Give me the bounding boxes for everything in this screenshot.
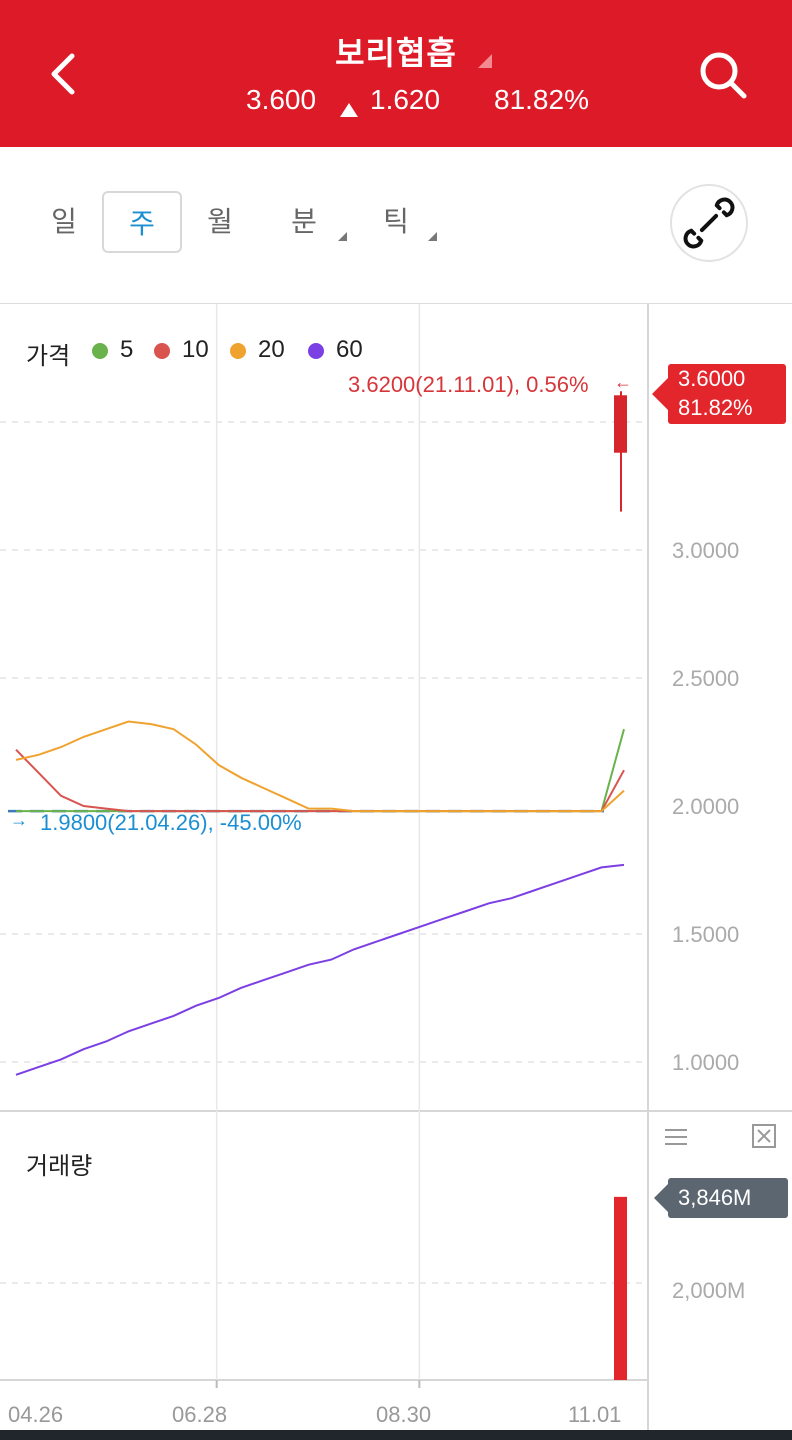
tab-week[interactable]: 주 [102, 191, 182, 253]
y-tick-label: 2.5000 [672, 666, 740, 691]
low-annotation: 1.9800(21.04.26), -45.00% [40, 810, 302, 835]
tab-tick[interactable]: 틱 [383, 205, 409, 238]
legend-dot [308, 343, 324, 359]
back-button[interactable] [36, 46, 92, 102]
volume-bar [614, 1196, 627, 1380]
caret-icon [428, 232, 437, 241]
chart-settings-button[interactable] [670, 184, 748, 262]
volume-tag: 3,846M [654, 1178, 788, 1218]
y-tick-label: 3.0000 [672, 538, 740, 563]
caret-icon[interactable] [478, 54, 492, 68]
change-rate: 81.82% [494, 84, 589, 115]
quote-row: 3.600 1.620 81.82% [0, 84, 792, 120]
x-tick-label: 11.01 [568, 1402, 622, 1427]
chevron-left-icon [51, 53, 75, 95]
volume-title: 거래량 [26, 1152, 93, 1180]
volume-tick-label: 2,000M [672, 1278, 746, 1303]
arrow-left-icon: ← [614, 372, 632, 392]
up-arrow-icon [340, 92, 358, 117]
chart-area[interactable] [0, 303, 792, 1431]
legend-ma20: 20 [258, 336, 285, 363]
caret-icon [338, 232, 347, 241]
candle-body [614, 395, 627, 453]
ma10-line [15, 749, 625, 813]
legend-dot [92, 343, 108, 359]
wrench-icon [683, 197, 735, 249]
tab-day[interactable]: 일 [51, 205, 77, 238]
search-icon [700, 52, 747, 99]
legend-ma60: 60 [336, 336, 363, 363]
bottom-scrollbar[interactable] [0, 1430, 792, 1440]
legend-dot [230, 343, 246, 359]
price-change: 1.620 [370, 84, 441, 115]
menu-icon[interactable] [664, 1127, 688, 1147]
legend-price-label: 가격 [26, 342, 71, 370]
legend-ma10: 10 [182, 336, 209, 363]
app-header: 보리협흡 3.600 1.620 81.82% [0, 0, 792, 147]
x-tick-label: 06.28 [172, 1402, 228, 1427]
stock-name[interactable]: 보리협흡 [335, 34, 457, 72]
ma20-line [15, 720, 625, 813]
search-button[interactable] [692, 44, 754, 106]
x-tick-label: 08.30 [376, 1402, 432, 1427]
y-tick-label: 1.5000 [672, 922, 740, 947]
period-selector: 일 주 월 분 틱 [0, 147, 792, 303]
legend-ma5: 5 [120, 336, 134, 363]
current-price: 3.600 [246, 84, 317, 115]
tab-month[interactable]: 월 [207, 205, 233, 238]
y-tick-label: 1.0000 [672, 1050, 740, 1075]
y-tick-label: 2.0000 [672, 794, 740, 819]
price-tag-value: 3.6000 [678, 366, 746, 391]
price-tag-rate: 81.82% [678, 395, 753, 420]
close-icon[interactable] [752, 1124, 776, 1148]
x-tick-label: 04.26 [8, 1402, 64, 1427]
high-annotation: 3.6200(21.11.01), 0.56% [348, 372, 589, 397]
ma5-line [16, 728, 625, 813]
current-price-tag: 3.6000 81.82% [652, 364, 786, 424]
arrow-right-icon: → [10, 810, 28, 830]
legend-dot [154, 343, 170, 359]
tab-minute[interactable]: 분 [291, 205, 317, 238]
ma60-line [15, 863, 625, 1076]
